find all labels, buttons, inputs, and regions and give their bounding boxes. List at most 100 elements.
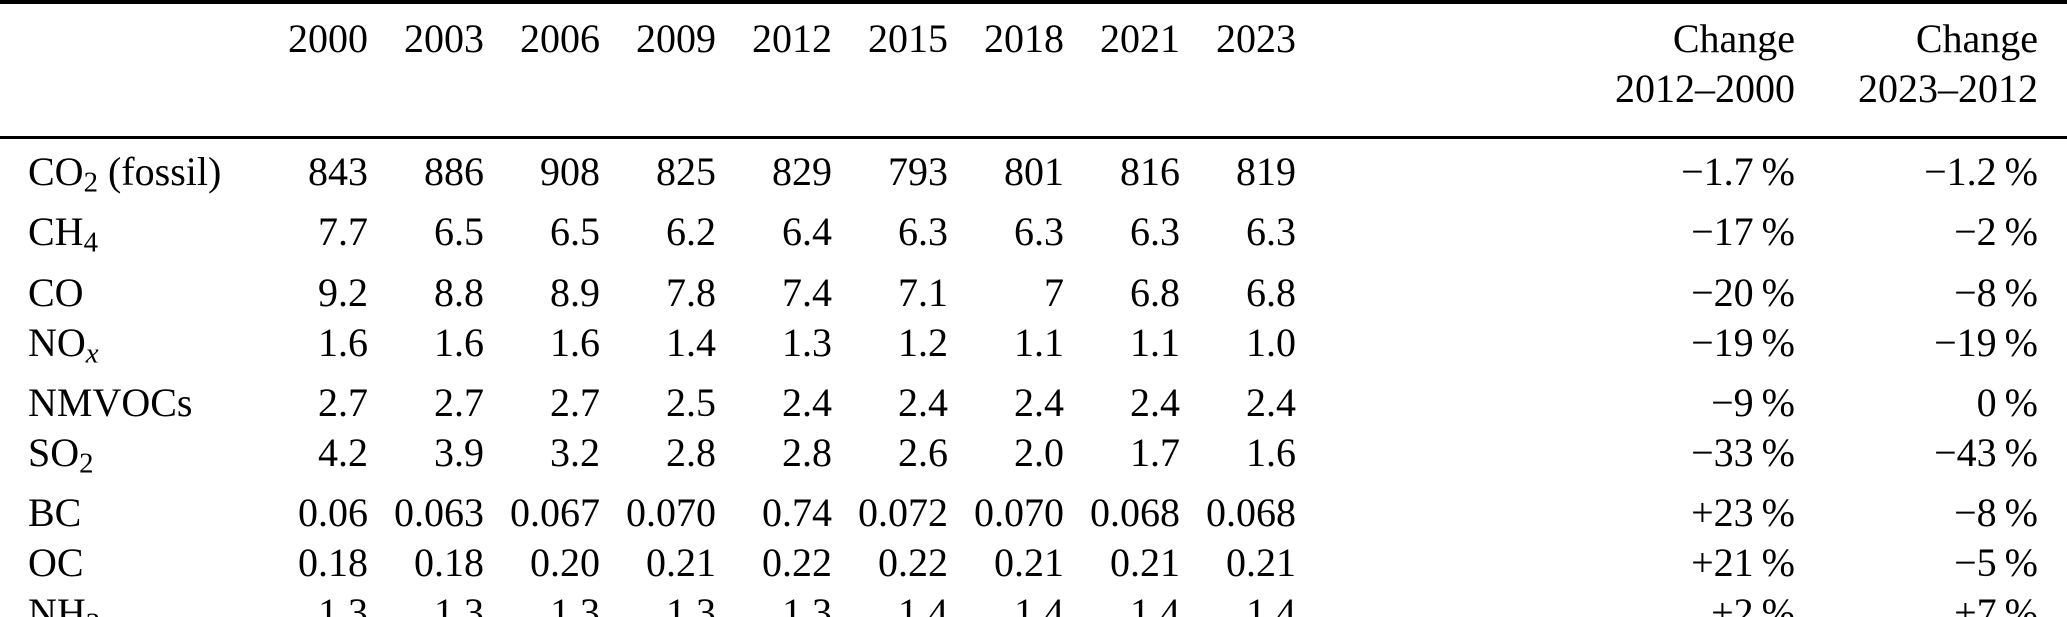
value-cell-2009: 2.5 [666, 379, 716, 425]
year-header-2012: 2012 [716, 2, 832, 139]
value-cell-2021: 1.4 [1130, 590, 1180, 617]
change-cell-1: +21 % [1691, 540, 1795, 586]
species-text: CO [28, 149, 84, 194]
value-cell-2023: 6.3 [1246, 209, 1296, 255]
value-cell-2003: 0.18 [414, 540, 484, 586]
year-header-2018: 2018 [948, 2, 1064, 139]
value-cell-2003: 0.063 [394, 490, 484, 536]
year-header-2006: 2006 [484, 2, 600, 139]
value-cell-2018: 2.4 [1014, 379, 1064, 425]
value-cell-2006: 1.3 [550, 590, 600, 617]
value-cell-2012: 0.74 [762, 490, 832, 536]
value-cell-2012: 2.4 [782, 379, 832, 425]
change-header-2: Change 2023–2012 [1795, 2, 2067, 139]
species-label: SO2 [0, 428, 252, 488]
value-cell-2006: 8.9 [550, 269, 600, 315]
species-label: NH3 [0, 588, 252, 617]
value-cell-2018: 801 [1004, 149, 1064, 194]
change-cell-2: −2 % [1954, 209, 2038, 255]
value-cell-2023: 6.8 [1246, 269, 1296, 315]
value-cell-2003: 1.6 [434, 319, 484, 365]
value-cell-2018: 6.3 [1014, 209, 1064, 255]
species-label: NMVOCs [0, 378, 252, 428]
species-text: CO [28, 269, 84, 315]
species-text: NMVOCs [28, 379, 193, 425]
value-cell-2023: 1.0 [1246, 319, 1296, 365]
value-cell-2018: 2.0 [1014, 429, 1064, 475]
value-cell-2021: 0.21 [1110, 540, 1180, 586]
species-text: (fossil) [97, 149, 222, 194]
value-cell-2015: 2.4 [898, 379, 948, 425]
value-cell-2021: 1.1 [1130, 319, 1180, 365]
value-cell-2000: 1.3 [318, 590, 368, 617]
value-cell-2003: 886 [424, 149, 484, 194]
species-subscript: 2 [83, 166, 98, 199]
value-cell-2006: 0.067 [510, 490, 600, 536]
value-cell-2012: 0.22 [762, 540, 832, 586]
species-label: BC [0, 488, 252, 538]
change-cell-2: −43 % [1934, 429, 2038, 475]
change-header-line2: 2012–2000 [1615, 66, 1795, 111]
value-cell-2021: 6.8 [1130, 269, 1180, 315]
value-cell-2021: 816 [1120, 149, 1180, 194]
value-cell-2009: 1.4 [666, 319, 716, 365]
value-cell-2000: 0.18 [298, 540, 368, 586]
change-cell-2: +7 % [1954, 590, 2038, 617]
value-cell-2012: 7.4 [782, 269, 832, 315]
species-text: NO [28, 319, 86, 365]
value-cell-2012: 6.4 [782, 209, 832, 255]
value-cell-2018: 1.1 [1014, 319, 1064, 365]
value-cell-2003: 3.9 [434, 429, 484, 475]
table-row-bc: BC 0.06 0.063 0.067 0.070 0.74 0.072 0.070 0.068… [0, 488, 2067, 538]
species-subscript: 3 [86, 608, 100, 617]
value-cell-2009: 7.8 [666, 269, 716, 315]
table-row-co2-fossil: CO2 (fossil) 843 886 908 825 829 793 801 816 819 −… [0, 138, 2067, 208]
change-header-line2: 2023–2012 [1858, 66, 2038, 111]
species-label: OC [0, 538, 252, 588]
value-cell-2015: 6.3 [898, 209, 948, 255]
value-cell-2012: 1.3 [782, 590, 832, 617]
value-cell-2006: 2.7 [550, 379, 600, 425]
value-cell-2000: 4.2 [318, 429, 368, 475]
value-cell-2015: 0.072 [858, 490, 948, 536]
species-text: CH [28, 209, 84, 255]
change-cell-2: −1.2 % [1924, 149, 2038, 194]
value-cell-2023: 1.4 [1246, 590, 1296, 617]
value-cell-2023: 819 [1236, 149, 1296, 194]
change-cell-2: −8 % [1954, 490, 2038, 536]
table-row-ch4: CH4 7.7 6.5 6.5 6.2 6.4 6.3 6.3 6.3 6.3 −17 % −2 % [0, 207, 2067, 267]
change-header-line1: Change [1672, 16, 1795, 61]
table-header: 2000 2003 2006 2009 2012 2015 2018 2021 2023 Chan… [0, 2, 2067, 139]
change-cell-1: −19 % [1691, 319, 1795, 365]
change-header-line1: Change [1915, 16, 2038, 61]
value-cell-2009: 0.21 [646, 540, 716, 586]
value-cell-2021: 1.7 [1130, 429, 1180, 475]
species-subscript: x [85, 336, 99, 369]
value-cell-2015: 0.22 [878, 540, 948, 586]
value-cell-2015: 2.6 [898, 429, 948, 475]
change-cell-2: −19 % [1934, 319, 2038, 365]
value-cell-2015: 1.2 [898, 319, 948, 365]
year-header-2021: 2021 [1064, 2, 1180, 139]
value-cell-2018: 1.4 [1014, 590, 1064, 617]
value-cell-2009: 6.2 [666, 209, 716, 255]
change-cell-1: +23 % [1691, 490, 1795, 536]
change-cell-1: −20 % [1691, 269, 1795, 315]
value-cell-2009: 2.8 [666, 429, 716, 475]
value-cell-2003: 2.7 [434, 379, 484, 425]
value-cell-2006: 908 [540, 149, 600, 194]
header-row: 2000 2003 2006 2009 2012 2015 2018 2021 2023 Chan… [0, 2, 2067, 139]
value-cell-2012: 2.8 [782, 429, 832, 475]
value-cell-2023: 1.6 [1246, 429, 1296, 475]
value-cell-2018: 7 [1044, 269, 1064, 315]
value-cell-2015: 1.4 [898, 590, 948, 617]
value-cell-2006: 3.2 [550, 429, 600, 475]
table-row-co: CO 9.2 8.8 8.9 7.8 7.4 7.1 7 6.8 6.8 −20 % −8 % [0, 268, 2067, 318]
change-cell-1: −33 % [1691, 429, 1795, 475]
value-cell-2003: 8.8 [434, 269, 484, 315]
table-row-nmvocs: NMVOCs 2.7 2.7 2.7 2.5 2.4 2.4 2.4 2.4 2.4 −9 % 0 % [0, 378, 2067, 428]
species-text: NH [28, 590, 86, 617]
value-cell-2003: 6.5 [434, 209, 484, 255]
